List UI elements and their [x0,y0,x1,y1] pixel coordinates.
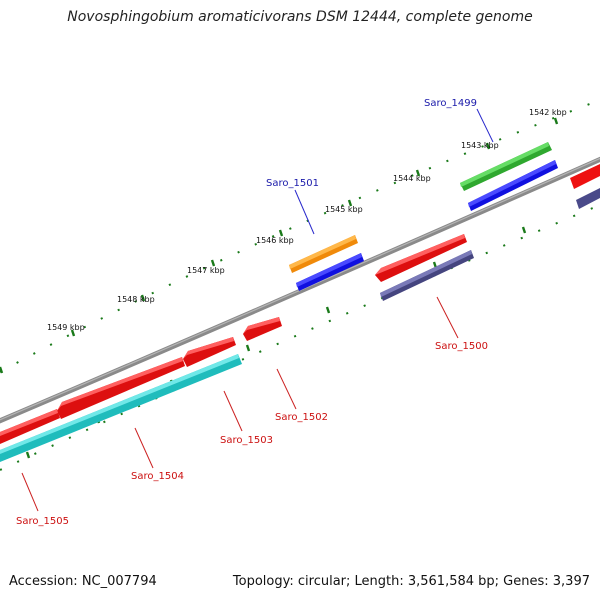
gene-partial-right [570,164,600,209]
genome-backbone-highlight [0,157,600,421]
outer-tick-ring [0,99,600,373]
outer-major-ticks [0,117,559,374]
gene-label-saro-1504[interactable]: Saro_1504 [131,471,184,482]
topology-text: Topology: circular; Length: 3,561,584 bp… [232,574,590,589]
accession-text: Accession: NC_007794 [9,574,157,589]
genome-backbone [0,156,600,424]
kbp-label: 1545 kbp [325,205,363,214]
gene-block-top [375,234,465,275]
gene-block-top [460,142,549,187]
gene-label-saro-1505[interactable]: Saro_1505 [16,516,69,527]
gene-block [57,357,185,419]
gene-saro-1504[interactable] [0,354,242,462]
protein-block-top [468,160,556,207]
kbp-label: 1543 kbp [461,141,499,150]
kbp-label: 1546 kbp [256,236,294,245]
gene-saro-1500[interactable] [375,234,474,301]
inner-tick-ring [0,204,600,471]
gene-label-saro-1499[interactable]: Saro_1499 [424,98,477,109]
kbp-label: 1544 kbp [393,174,431,183]
gene-label-saro-1500[interactable]: Saro_1500 [435,341,488,352]
gene-saro-1501[interactable] [289,235,364,291]
kbp-label: 1549 kbp [47,323,85,332]
gene-saro-1505[interactable] [0,409,60,444]
diagram-title: Novosphingobium aromaticivorans DSM 1244… [67,9,533,25]
kbp-label: 1547 kbp [187,266,225,275]
kbp-label: 1542 kbp [529,108,567,117]
gene-saro-1502[interactable] [243,317,282,341]
label-leaders [21,108,494,512]
gene-block-top [289,235,356,269]
gene-block-top [0,409,58,436]
gene-label-saro-1502[interactable]: Saro_1502 [275,412,328,423]
protein-block-top [380,250,472,297]
gene-saro-1503[interactable] [183,337,236,367]
protein-block-top [0,354,239,454]
protein-block-top [296,253,362,287]
kbp-label: 1548 kbp [117,295,155,304]
gene-label-saro-1501[interactable]: Saro_1501 [266,178,319,189]
gene-block-top [183,337,234,359]
gene-block-top [243,317,280,334]
gene-saro-1499[interactable] [460,142,558,211]
gene-label-saro-1503[interactable]: Saro_1503 [220,435,273,446]
gene-block [183,337,236,367]
gene-block-top [57,357,183,411]
